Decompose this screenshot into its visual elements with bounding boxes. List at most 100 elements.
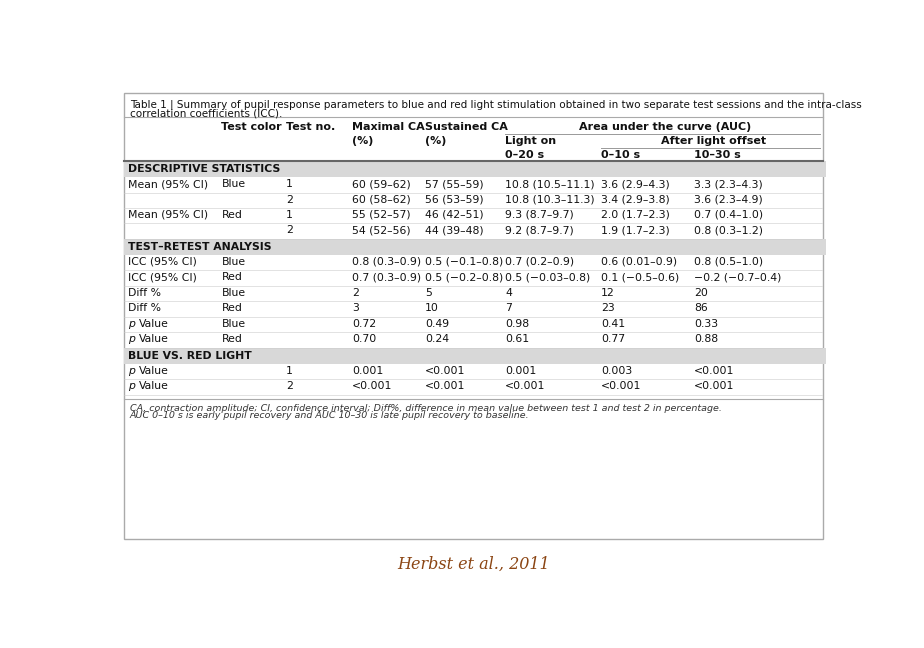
Text: 0.61: 0.61 [505,334,529,344]
Text: 0.70: 0.70 [352,334,376,344]
Text: Maximal CA: Maximal CA [352,122,424,132]
Text: 0.001: 0.001 [352,365,383,376]
Bar [124,348,826,364]
Text: p: p [128,381,135,391]
Text: <0.001: <0.001 [352,381,392,391]
Text: Red: Red [222,272,242,283]
Text: 0.5 (−0.1–0.8): 0.5 (−0.1–0.8) [425,257,503,267]
Text: <0.001: <0.001 [505,381,545,391]
Text: 12: 12 [601,288,614,298]
Text: 10: 10 [425,303,439,313]
Text: Value: Value [139,319,168,329]
Text: 9.3 (8.7–9.7): 9.3 (8.7–9.7) [505,210,574,220]
Text: Red: Red [222,334,242,344]
Text: 0.8 (0.3–0.9): 0.8 (0.3–0.9) [352,257,421,267]
Text: 44 (39–48): 44 (39–48) [425,226,483,235]
Text: 0.8 (0.3–1.2): 0.8 (0.3–1.2) [694,226,763,235]
Text: 4: 4 [505,288,512,298]
Text: ICC (95% CI): ICC (95% CI) [128,272,197,283]
Text: 55 (52–57): 55 (52–57) [352,210,410,220]
Text: 0.41: 0.41 [601,319,626,329]
Text: Light on: Light on [505,135,556,146]
Text: 57 (55–59): 57 (55–59) [425,179,483,189]
Text: 60 (58–62): 60 (58–62) [352,194,410,205]
Text: Blue: Blue [222,319,246,329]
Text: 0.1 (−0.5–0.6): 0.1 (−0.5–0.6) [601,272,679,283]
Text: <0.001: <0.001 [601,381,641,391]
Text: 10.8 (10.5–11.1): 10.8 (10.5–11.1) [505,179,595,189]
Text: Blue: Blue [222,179,246,189]
Text: −0.2 (−0.7–0.4): −0.2 (−0.7–0.4) [694,272,782,283]
Text: Blue: Blue [222,288,246,298]
Text: 0–20 s: 0–20 s [505,150,544,159]
Text: <0.001: <0.001 [694,381,735,391]
Text: 0.77: 0.77 [601,334,626,344]
Text: <0.001: <0.001 [425,381,465,391]
Text: (%): (%) [352,135,373,146]
Text: 1: 1 [286,179,293,189]
Text: 0.98: 0.98 [505,319,529,329]
Text: Value: Value [139,334,168,344]
Text: 2: 2 [286,226,293,235]
Text: 0.5 (−0.03–0.8): 0.5 (−0.03–0.8) [505,272,590,283]
Text: DESCRIPTIVE STATISTICS: DESCRIPTIVE STATISTICS [128,164,281,174]
Text: 1: 1 [286,365,293,376]
Text: 56 (53–59): 56 (53–59) [425,194,483,205]
Text: 0.72: 0.72 [352,319,376,329]
Text: 0.5 (−0.2–0.8): 0.5 (−0.2–0.8) [425,272,503,283]
Text: 0.49: 0.49 [425,319,449,329]
Text: 7: 7 [505,303,512,313]
Text: 0.88: 0.88 [694,334,718,344]
Text: Mean (95% CI): Mean (95% CI) [128,179,209,189]
Text: (%): (%) [425,135,446,146]
Text: Mean (95% CI): Mean (95% CI) [128,210,209,220]
Text: Value: Value [139,365,168,376]
Bar [124,93,823,539]
Bar [124,239,826,255]
Text: 0.24: 0.24 [425,334,449,344]
Text: 46 (42–51): 46 (42–51) [425,210,483,220]
Text: Red: Red [222,303,242,313]
Text: 0.7 (0.3–0.9): 0.7 (0.3–0.9) [352,272,421,283]
Text: 3.4 (2.9–3.8): 3.4 (2.9–3.8) [601,194,670,205]
Text: 23: 23 [601,303,614,313]
Text: <0.001: <0.001 [425,365,465,376]
Text: Blue: Blue [222,257,246,267]
Text: 3.3 (2.3–4.3): 3.3 (2.3–4.3) [694,179,763,189]
Text: 9.2 (8.7–9.7): 9.2 (8.7–9.7) [505,226,574,235]
Bar [124,161,826,177]
Text: 20: 20 [694,288,708,298]
Text: 2: 2 [286,194,293,205]
Text: 2: 2 [286,381,293,391]
Text: 0.7 (0.4–1.0): 0.7 (0.4–1.0) [694,210,763,220]
Text: 3.6 (2.3–4.9): 3.6 (2.3–4.9) [694,194,763,205]
Text: 10–30 s: 10–30 s [694,150,741,159]
Text: p: p [128,319,135,329]
Text: 1: 1 [286,210,293,220]
Text: 10.8 (10.3–11.3): 10.8 (10.3–11.3) [505,194,595,205]
Text: After light offset: After light offset [661,135,766,146]
Text: 0.003: 0.003 [601,365,632,376]
Text: 0.8 (0.5–1.0): 0.8 (0.5–1.0) [694,257,763,267]
Text: 3.6 (2.9–4.3): 3.6 (2.9–4.3) [601,179,670,189]
Text: TEST–RETEST ANALYSIS: TEST–RETEST ANALYSIS [128,242,272,252]
Text: Area under the curve (AUC): Area under the curve (AUC) [579,122,751,132]
Text: 0.6 (0.01–0.9): 0.6 (0.01–0.9) [601,257,677,267]
Text: 2: 2 [352,288,359,298]
Text: 60 (59–62): 60 (59–62) [352,179,410,189]
Text: Diff %: Diff % [128,288,162,298]
Text: 1.9 (1.7–2.3): 1.9 (1.7–2.3) [601,226,670,235]
Text: correlation coefficients (ICC).: correlation coefficients (ICC). [129,109,282,119]
Text: 0.7 (0.2–0.9): 0.7 (0.2–0.9) [505,257,574,267]
Text: 0.33: 0.33 [694,319,718,329]
Text: 86: 86 [694,303,708,313]
Text: Red: Red [222,210,242,220]
Text: Test color: Test color [222,122,282,132]
Text: Herbst et al., 2011: Herbst et al., 2011 [397,556,550,573]
Text: 3: 3 [352,303,359,313]
Text: 5: 5 [425,288,432,298]
Text: 0.001: 0.001 [505,365,536,376]
Text: 54 (52–56): 54 (52–56) [352,226,410,235]
Text: Value: Value [139,381,168,391]
Text: Table 1 | Summary of pupil response parameters to blue and red light stimulation: Table 1 | Summary of pupil response para… [129,100,861,110]
